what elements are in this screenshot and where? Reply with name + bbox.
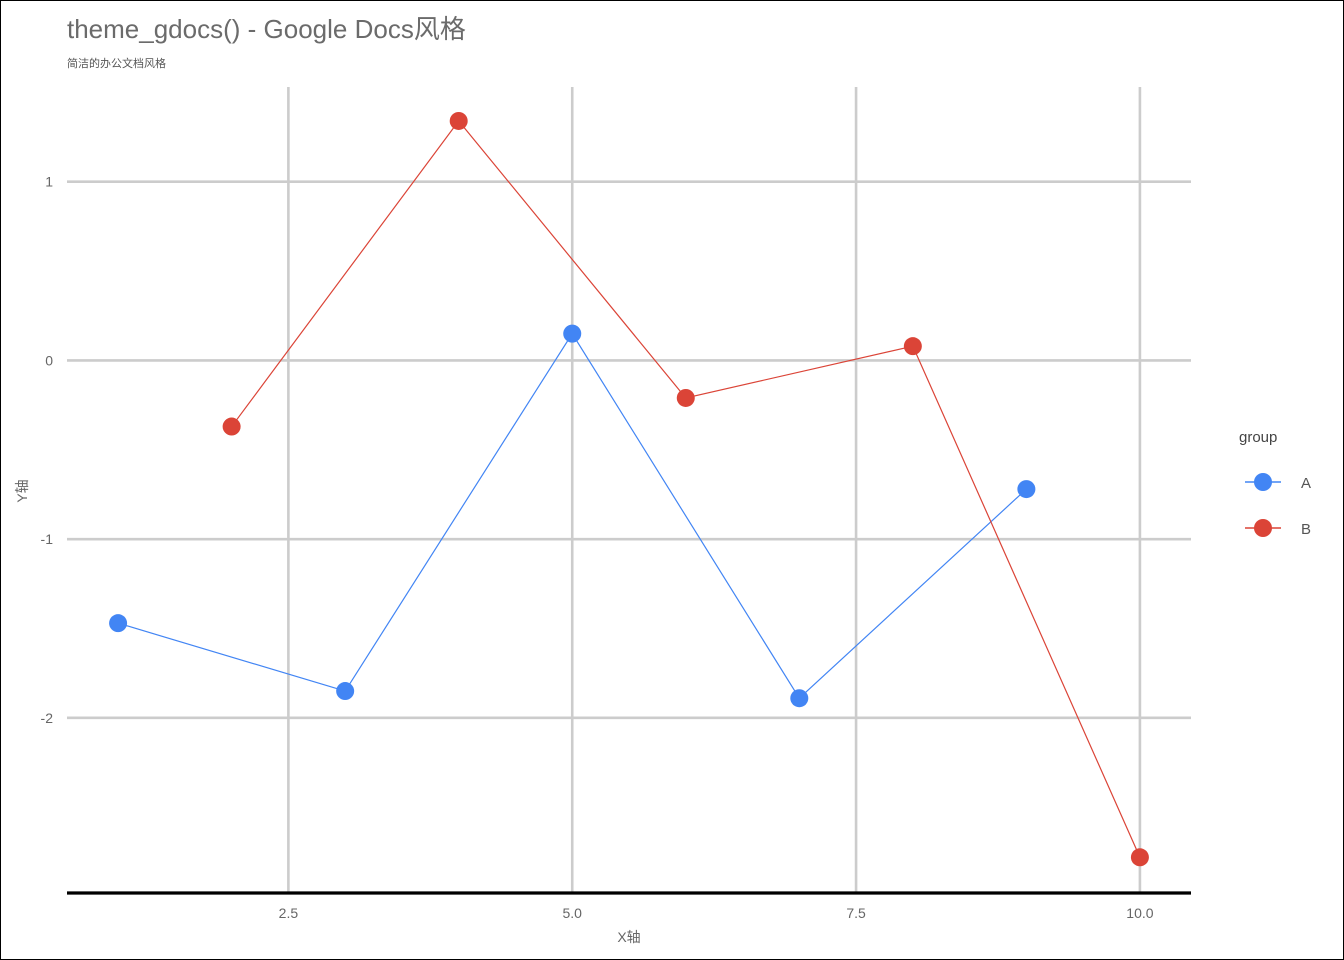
x-axis-label: X轴: [617, 929, 640, 945]
y-tick-label: 0: [45, 352, 53, 368]
legend-title: group: [1239, 429, 1277, 446]
axis-layer: 2.5 5.0 7.5 10.0 -2 -1 0 1: [41, 174, 1191, 921]
chart-title: theme_gdocs() - Google Docs风格: [67, 14, 466, 44]
data-point-a: [790, 689, 809, 708]
data-point-a: [109, 614, 128, 633]
data-point-b: [449, 111, 468, 130]
x-tick-label: 2.5: [279, 905, 299, 921]
data-point-b: [676, 388, 695, 407]
grid-layer: [67, 87, 1191, 893]
y-tick-label: -2: [41, 710, 54, 726]
y-tick-label: 1: [45, 174, 53, 190]
data-point-a: [1017, 480, 1036, 499]
legend-label-a: A: [1301, 475, 1311, 492]
data-point-a: [563, 324, 582, 343]
chart-subtitle: 简洁的办公文档风格: [67, 58, 166, 70]
x-tick-label: 5.0: [562, 905, 582, 921]
legend-key-point-a: [1254, 473, 1272, 491]
x-tick-label: 7.5: [846, 905, 866, 921]
series-line-b: [231, 119, 1141, 858]
data-point-b: [1130, 848, 1149, 867]
legend-key-point-b: [1254, 519, 1272, 537]
legend: group A B: [1239, 429, 1311, 538]
series-layer: [109, 111, 1149, 867]
data-point-b: [222, 417, 241, 436]
legend-label-b: B: [1301, 521, 1311, 538]
x-tick-label: 10.0: [1126, 905, 1153, 921]
data-point-a: [336, 682, 355, 701]
data-point-b: [903, 337, 922, 356]
y-tick-label: -1: [41, 531, 54, 547]
y-axis-label: Y轴: [14, 479, 30, 502]
